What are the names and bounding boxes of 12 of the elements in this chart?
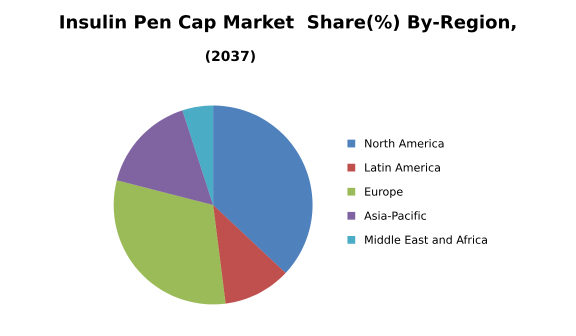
legend-label: Europe xyxy=(365,187,403,198)
pie-slice xyxy=(182,106,214,205)
pie-slice xyxy=(213,204,286,304)
legend-label: Asia-Pacific xyxy=(364,211,426,220)
pie-slice xyxy=(116,110,214,205)
pie-slice xyxy=(114,180,226,304)
pie-slice xyxy=(213,106,313,274)
legend-label: Middle East and Africa xyxy=(365,235,487,244)
chart-title: Insulin Pen Cap Market Share(%) By-Region, xyxy=(60,14,516,32)
chart-subtitle: (2037) xyxy=(206,50,255,63)
legend-label: North America xyxy=(365,138,444,148)
legend-label: Latin America xyxy=(365,163,440,172)
